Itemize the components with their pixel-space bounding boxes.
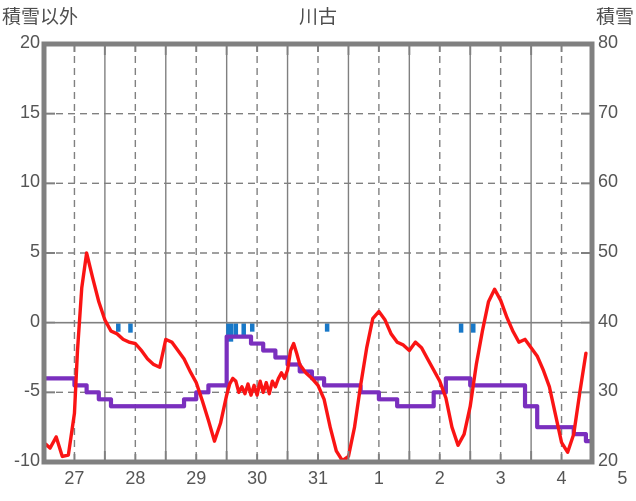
y-axis-right-tick: 20 (598, 450, 619, 470)
y-axis-left-tick: -10 (13, 450, 40, 470)
x-axis-tick: 5 (617, 468, 628, 488)
y-axis-left-tick: 20 (19, 32, 40, 52)
y-axis-left-tick: 0 (29, 310, 40, 331)
x-axis-tick: 29 (186, 468, 207, 488)
x-axis-tick: 1 (373, 468, 384, 488)
y-axis-right-tick: 50 (598, 241, 619, 261)
y-axis-left-tick: 5 (29, 241, 40, 261)
x-axis-tick: 3 (495, 468, 506, 488)
left-axis-title: 積雪以外 (2, 7, 79, 28)
y-axis-right-tick: 30 (598, 380, 619, 401)
x-axis-tick: 4 (556, 468, 567, 488)
y-axis-left-tick: -5 (23, 380, 40, 401)
precipitation-bars (116, 323, 476, 342)
x-axis-tick: 28 (125, 468, 146, 488)
temperature-line (42, 251, 588, 463)
x-axis-tick: 2 (434, 468, 445, 488)
x-axis-tick: 31 (307, 468, 329, 488)
y-axis-left-tick: 10 (19, 171, 40, 192)
y-axis-right-tick: 80 (598, 32, 619, 52)
y-axis-right-tick: 40 (598, 310, 619, 331)
y-axis-right-tick: 70 (598, 101, 619, 122)
y-axis-left-tick: 15 (19, 101, 40, 122)
x-axis-tick: 27 (64, 468, 85, 488)
y-axis-right-tick: 60 (598, 171, 619, 192)
grid-layer (44, 44, 593, 462)
right-axis-title: 積雪 (595, 7, 634, 28)
x-axis-tick: 30 (247, 468, 268, 488)
chart-title: 川古 (298, 7, 337, 28)
plot-frame (41, 41, 595, 465)
